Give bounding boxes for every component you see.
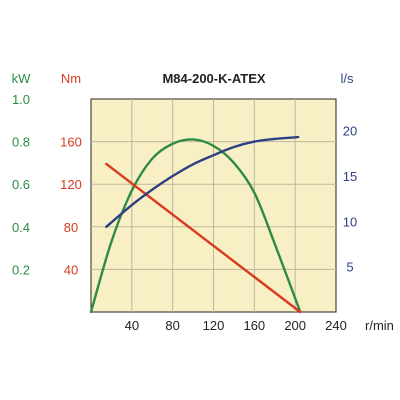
nm-series-line [105, 162, 302, 314]
nm-tick-label: 80 [64, 220, 78, 235]
kw-tick-label: 0.4 [12, 220, 30, 235]
kw-tick-label: 1.0 [12, 92, 30, 107]
x-unit-label: r/min [365, 318, 394, 333]
ls-tick-label: 15 [343, 169, 357, 184]
grid [91, 99, 336, 312]
ls-unit-label: l/s [341, 71, 355, 86]
ls-tick-label: 5 [346, 260, 353, 275]
ls-tick-label: 20 [343, 124, 357, 139]
nm-tick-label: 160 [60, 135, 82, 150]
nm-tick-label: 120 [60, 177, 82, 192]
kw-unit-label: kW [12, 71, 32, 86]
kw-tick-labels: 0.2 0.4 0.6 0.8 1.0 [12, 92, 30, 277]
kw-tick-label: 0.6 [12, 177, 30, 192]
chart-title: M84-200-K-ATEX [162, 71, 265, 86]
series-group [89, 135, 302, 314]
nm-tick-labels: 40 80 120 160 [60, 135, 82, 278]
x-tick-label: 160 [243, 318, 265, 333]
x-tick-label: 240 [325, 318, 347, 333]
nm-tick-label: 40 [64, 262, 78, 277]
x-tick-label: 80 [165, 318, 179, 333]
kw-tick-label: 0.8 [12, 135, 30, 150]
x-tick-label: 200 [284, 318, 306, 333]
x-tick-label: 40 [125, 318, 139, 333]
nm-unit-label: Nm [61, 71, 81, 86]
x-tick-label: 120 [203, 318, 225, 333]
ls-series-line [105, 135, 300, 228]
ls-tick-labels: 5 10 15 20 [343, 124, 357, 275]
kw-series-line [89, 138, 302, 314]
x-tick-labels: 40 80 120 160 200 240 [125, 318, 347, 333]
kw-tick-label: 0.2 [12, 262, 30, 277]
ls-tick-label: 10 [343, 214, 357, 229]
